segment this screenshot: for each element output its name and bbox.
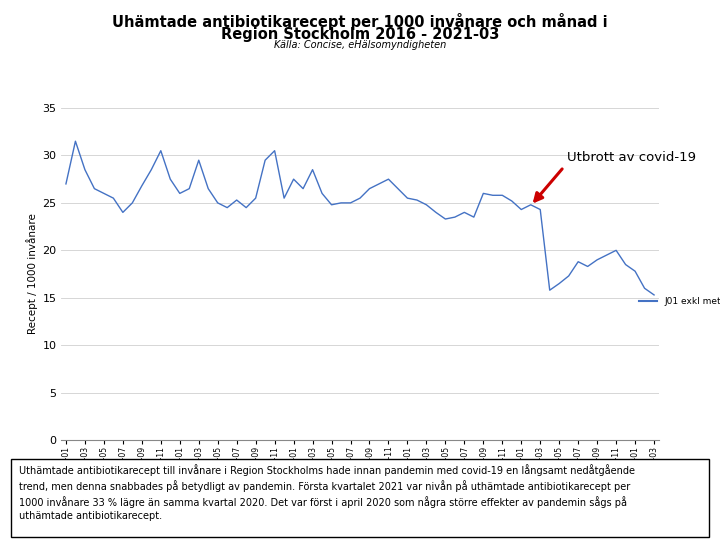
Legend: J01 exkl metenamim: J01 exkl metenamim xyxy=(636,293,720,309)
FancyBboxPatch shape xyxy=(11,459,709,537)
Text: Utbrott av covid-19: Utbrott av covid-19 xyxy=(567,151,696,164)
Text: Uthämtade antibiotikarecept till invånare i Region Stockholms hade innan pandemi: Uthämtade antibiotikarecept till invånar… xyxy=(19,464,635,521)
Text: Källa: Concise, eHälsomyndigheten: Källa: Concise, eHälsomyndigheten xyxy=(274,40,446,50)
Text: Uhämtade antibiotikarecept per 1000 invånare och månad i: Uhämtade antibiotikarecept per 1000 invå… xyxy=(112,14,608,30)
Text: Region Stockholm 2016 - 2021-03: Region Stockholm 2016 - 2021-03 xyxy=(221,27,499,42)
Y-axis label: Recept / 1000 invånare: Recept / 1000 invånare xyxy=(26,214,38,334)
